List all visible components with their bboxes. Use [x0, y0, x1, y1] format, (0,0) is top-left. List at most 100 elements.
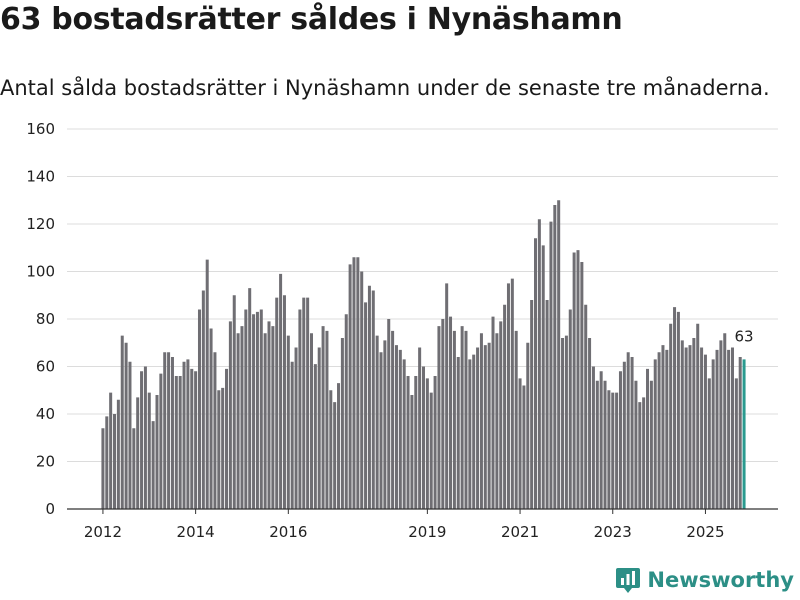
- bar: [232, 295, 236, 509]
- bar: [197, 309, 201, 509]
- bar: [429, 392, 433, 510]
- bar: [626, 352, 630, 509]
- bar: [495, 333, 499, 509]
- bar: [615, 392, 619, 510]
- bar: [333, 402, 337, 510]
- bar: [344, 314, 348, 509]
- x-tick-label: 2012: [84, 523, 122, 541]
- bar: [580, 262, 584, 509]
- bar: [356, 257, 360, 509]
- bar: [591, 366, 595, 509]
- bar: [734, 378, 738, 510]
- bar: [653, 359, 657, 510]
- y-tick-label: 0: [45, 500, 55, 518]
- x-tick-label: 2016: [269, 523, 307, 541]
- bar: [503, 304, 507, 509]
- bar: [530, 300, 534, 509]
- bar: [105, 416, 109, 510]
- chart-title: 63 bostadsrätter såldes i Nynäshamn: [0, 2, 623, 37]
- bar: [584, 304, 588, 509]
- bar: [190, 368, 194, 510]
- bar: [541, 245, 545, 510]
- bar: [225, 368, 229, 510]
- bar: [700, 347, 704, 509]
- newsworthy-logo-icon: [616, 568, 641, 593]
- bar: [120, 335, 124, 510]
- bar: [468, 359, 472, 510]
- bar: [248, 288, 252, 510]
- x-tick-label: 2019: [408, 523, 446, 541]
- bar: [352, 257, 356, 509]
- bar: [116, 399, 120, 509]
- bar: [441, 319, 445, 509]
- bar: [696, 323, 700, 509]
- bar: [128, 361, 132, 509]
- bar: [360, 271, 364, 509]
- bar: [491, 316, 495, 510]
- bar: [707, 378, 711, 510]
- bar: [398, 349, 402, 510]
- y-tick-label: 40: [36, 405, 55, 423]
- bar: [638, 402, 642, 510]
- bar: [711, 359, 715, 510]
- bar: [259, 309, 263, 509]
- bar: [646, 368, 650, 510]
- bar: [124, 342, 128, 509]
- bar: [479, 333, 483, 509]
- bar: [669, 323, 673, 509]
- bar: [553, 205, 557, 509]
- bar: [487, 342, 491, 509]
- bar: [294, 347, 298, 509]
- bar: [622, 361, 626, 509]
- bar: [557, 200, 561, 509]
- bar: [680, 340, 684, 510]
- bar: [279, 273, 283, 510]
- bar: [703, 354, 707, 510]
- y-tick-label: 20: [36, 453, 55, 471]
- bar: [136, 397, 140, 510]
- bar-highlight: [742, 359, 746, 510]
- bar: [286, 335, 290, 510]
- bar: [309, 333, 313, 509]
- brand-name: Newsworthy: [647, 568, 794, 592]
- bar: [325, 330, 329, 510]
- x-tick-label: 2014: [177, 523, 215, 541]
- bar: [186, 359, 190, 510]
- bar: [348, 264, 352, 510]
- bar: [661, 345, 665, 510]
- bar: [425, 378, 429, 510]
- bar: [715, 349, 719, 510]
- bar: [522, 385, 526, 509]
- bar: [267, 321, 271, 510]
- bar: [205, 259, 209, 510]
- bar: [109, 392, 113, 510]
- y-tick-label: 120: [26, 215, 55, 233]
- data-labels: 63: [735, 327, 754, 345]
- bar: [572, 252, 576, 509]
- bar: [564, 335, 568, 510]
- bar: [568, 309, 572, 509]
- x-axis: 2012 2014 2016 2019 2021 2023 2025: [67, 508, 778, 541]
- bar: [464, 330, 468, 510]
- bar: [452, 330, 456, 510]
- bar: [599, 371, 603, 509]
- bar: [449, 316, 453, 510]
- bar: [371, 290, 375, 509]
- bar: [499, 321, 503, 510]
- bar: [576, 250, 580, 510]
- bar: [456, 357, 460, 509]
- bar: [182, 361, 186, 509]
- highlight-data-label: 63: [735, 327, 754, 345]
- bar: [472, 354, 476, 510]
- bar: [537, 219, 541, 509]
- bar: [298, 309, 302, 509]
- bar: [421, 366, 425, 509]
- bar: [143, 366, 147, 509]
- bar: [337, 383, 341, 510]
- bar: [383, 340, 387, 510]
- bar: [178, 376, 182, 509]
- bar: [228, 321, 232, 510]
- bar: [634, 380, 638, 509]
- y-tick-label: 80: [36, 310, 55, 328]
